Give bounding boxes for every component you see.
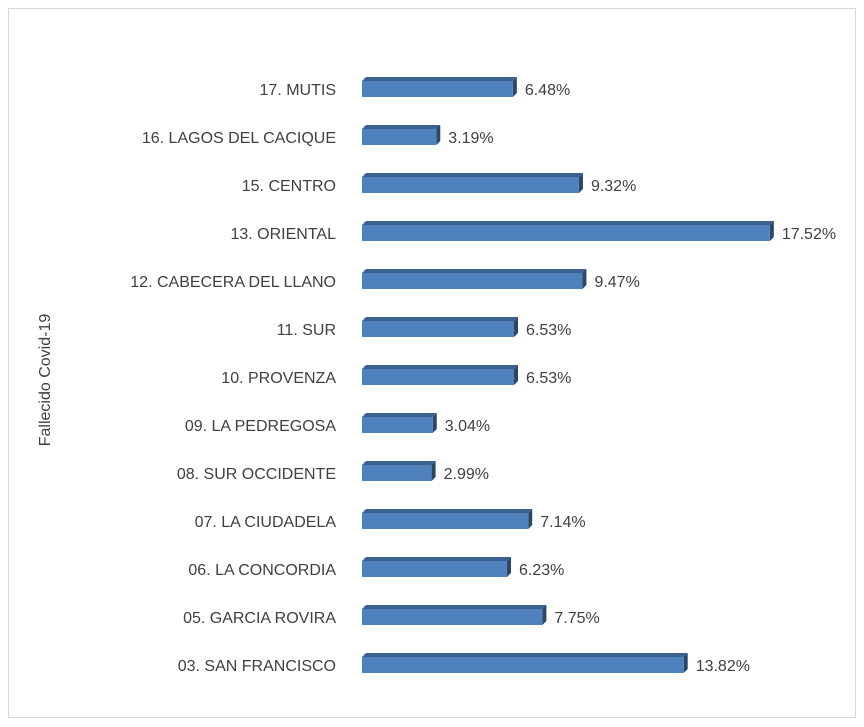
bar bbox=[362, 609, 543, 625]
y-tick-label: 16. LAGOS DEL CACIQUE bbox=[142, 130, 336, 147]
data-label: 3.04% bbox=[445, 418, 490, 435]
bar-top bbox=[362, 461, 436, 465]
bar-top bbox=[362, 125, 441, 129]
bar-top bbox=[362, 221, 774, 225]
y-tick-label: 03. SAN FRANCISCO bbox=[178, 658, 336, 675]
bar-side bbox=[578, 173, 583, 193]
bar bbox=[362, 465, 432, 481]
bar-top bbox=[362, 509, 533, 513]
y-tick-label: 08. SUR OCCIDENTE bbox=[177, 466, 336, 483]
bar-side bbox=[512, 77, 517, 97]
y-tick-label: 05. GARCIA ROVIRA bbox=[183, 610, 336, 627]
bar-top bbox=[362, 365, 519, 369]
bar-side bbox=[436, 125, 441, 145]
y-tick-label: 13. ORIENTAL bbox=[230, 226, 336, 243]
bar bbox=[362, 561, 508, 577]
bar-top bbox=[362, 605, 547, 609]
bar bbox=[362, 177, 579, 193]
bar-top bbox=[362, 317, 519, 321]
data-label: 2.99% bbox=[444, 466, 489, 483]
y-tick-label: 11. SUR bbox=[277, 322, 336, 339]
bar-top bbox=[362, 653, 688, 657]
y-axis-label: Fallecido Covid-19 bbox=[37, 314, 54, 447]
data-label: 6.23% bbox=[519, 562, 564, 579]
bar bbox=[362, 225, 770, 241]
data-label: 9.32% bbox=[591, 178, 636, 195]
bar-side bbox=[432, 413, 437, 433]
y-tick-label: 06. LA CONCORDIA bbox=[188, 562, 336, 579]
bar bbox=[362, 273, 583, 289]
bar bbox=[362, 321, 515, 337]
bar bbox=[362, 513, 529, 529]
data-label: 6.48% bbox=[525, 82, 570, 99]
bar-side bbox=[542, 605, 547, 625]
y-tick-label: 09. LA PEDREGOSA bbox=[185, 418, 337, 435]
y-tick-label: 17. MUTIS bbox=[260, 82, 336, 99]
bar-top bbox=[362, 77, 517, 81]
y-tick-label: 15. CENTRO bbox=[242, 178, 336, 195]
bar bbox=[362, 369, 515, 385]
bar-side bbox=[507, 557, 512, 577]
bar bbox=[362, 657, 684, 673]
data-label: 3.19% bbox=[448, 130, 493, 147]
y-tick-label: 07. LA CIUDADELA bbox=[195, 514, 337, 531]
bar-top bbox=[362, 269, 587, 273]
bar-side bbox=[431, 461, 436, 481]
bar-side bbox=[528, 509, 533, 529]
data-label: 13.82% bbox=[696, 658, 750, 675]
data-label: 7.14% bbox=[540, 514, 585, 531]
data-label: 17.52% bbox=[782, 226, 836, 243]
data-label: 9.47% bbox=[594, 274, 639, 291]
bar-side bbox=[683, 653, 688, 673]
bar bbox=[362, 81, 513, 97]
bar bbox=[362, 129, 437, 145]
y-tick-label: 10. PROVENZA bbox=[221, 370, 336, 387]
bar-top bbox=[362, 557, 512, 561]
data-label: 6.53% bbox=[526, 322, 571, 339]
bar-top bbox=[362, 173, 583, 177]
bar-side bbox=[582, 269, 587, 289]
bar bbox=[362, 417, 433, 433]
y-tick-label: 12. CABECERA DEL LLANO bbox=[130, 274, 336, 291]
bar-side bbox=[514, 365, 519, 385]
data-label: 7.75% bbox=[554, 610, 599, 627]
bar-top bbox=[362, 413, 437, 417]
data-label: 6.53% bbox=[526, 370, 571, 387]
bar-side bbox=[769, 221, 774, 241]
bar-side bbox=[514, 317, 519, 337]
